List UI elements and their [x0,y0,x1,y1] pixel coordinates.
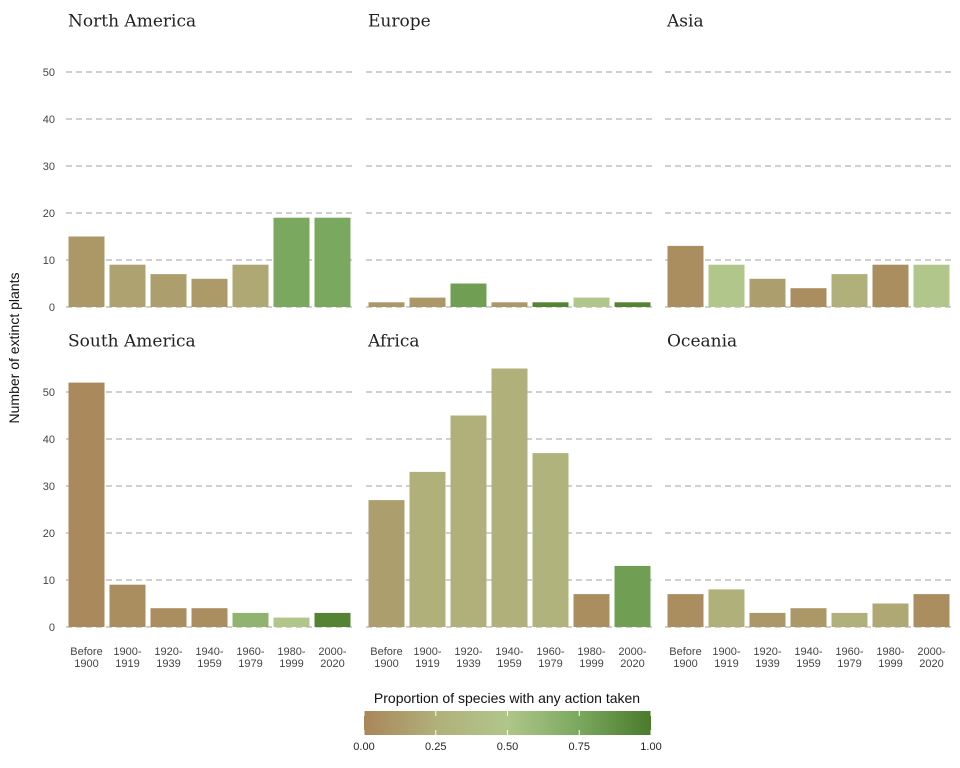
bar [273,617,310,627]
bar [491,302,528,307]
bar [450,283,487,307]
panel-title: Africa [367,332,420,352]
bar [232,264,269,307]
panel-title: Europe [368,12,431,32]
bar [450,415,487,627]
bar [573,297,610,307]
bar [314,217,351,307]
panel-asia: Asia [665,12,952,308]
bar [573,594,610,627]
bar [109,264,146,307]
x-tick-label: 2000-2020 [318,646,346,670]
x-tick-label: Before 1900 [70,646,102,670]
bar [150,274,187,307]
bar [409,297,446,307]
y-tick-label: 20 [43,208,55,220]
bar [491,368,528,627]
x-tick-label: Before 1900 [370,646,402,670]
x-tick-label: 1920-1939 [154,646,182,670]
bar [913,264,950,307]
legend: Proportion of species with any action ta… [353,690,661,753]
x-tick-label: 1940-1959 [195,646,223,670]
panel-title: Asia [666,12,704,32]
panel-africa: Africa Before 1900 1900-1919 1920-1939 1940-1… [366,332,653,670]
x-tick-label: 1960-1979 [835,646,863,670]
legend-ticks: 0.00 0.25 0.50 0.75 1.00 [353,711,662,753]
legend-tick-label: 0.50 [497,741,518,753]
y-tick-label: 20 [43,528,55,540]
x-tick-label: 1980-1999 [277,646,305,670]
panel-europe: Europe [366,12,653,308]
bar [667,245,704,307]
x-tick-label: 1920-1939 [454,646,482,670]
x-tick-label: 1980-1999 [577,646,605,670]
y-tick-label: 10 [43,575,55,587]
panels: North America 0 10 20 30 40 50 Europe Asia South … [43,12,952,670]
bar [532,453,569,627]
bar [409,471,446,627]
bar [790,608,827,627]
x-tick-label: 2000-2020 [917,646,945,670]
legend-tick-label: 0.00 [353,741,374,753]
bar [913,594,950,627]
panel-title: North America [68,12,196,32]
bar [314,612,351,627]
bar [872,603,909,627]
x-tick-label: 1920-1939 [753,646,781,670]
x-tick-label: 1900-1919 [712,646,740,670]
bar [831,274,868,307]
bar [232,612,269,627]
bar [109,584,146,627]
x-tick-label: 1900-1919 [413,646,441,670]
panel-title: Oceania [667,332,737,352]
bar [68,382,105,627]
x-tick-label: 2000-2020 [618,646,646,670]
x-tick-label: 1940-1959 [495,646,523,670]
x-tick-label: 1960-1979 [536,646,564,670]
bar [667,594,704,627]
y-tick-label: 0 [49,302,55,314]
bar [708,589,745,627]
y-tick-label: 40 [43,114,55,126]
y-tick-label: 10 [43,255,55,267]
bar [532,302,569,307]
bar [614,565,651,627]
x-tick-label: 1960-1979 [236,646,264,670]
bar [749,612,786,627]
y-axis-label: Number of extinct plants [6,273,22,424]
bar [614,302,651,307]
legend-tick-label: 0.25 [425,741,446,753]
bar [790,288,827,307]
x-tick-label: 1900-1919 [113,646,141,670]
bar [872,264,909,307]
x-tick-label: 1940-1959 [794,646,822,670]
bar [68,236,105,307]
bar [150,608,187,627]
bar [368,500,405,627]
x-tick-label: Before 1900 [669,646,701,670]
panel-oceania: Oceania Before 1900 1900-1919 1920-1939 1940-… [665,332,952,670]
y-tick-label: 50 [43,387,55,399]
y-tick-label: 0 [49,622,55,634]
y-tick-label: 50 [43,67,55,79]
legend-title: Proportion of species with any action ta… [374,690,640,706]
y-tick-label: 30 [43,161,55,173]
bar [708,264,745,307]
panel-south-america: South America 0 10 20 30 40 50 Before 1900 1900-1… [43,332,353,670]
bar [191,278,228,307]
bar [368,302,405,307]
bar [831,612,868,627]
panel-title: South America [68,332,196,352]
x-tick-label: 1980-1999 [876,646,904,670]
legend-tick-label: 1.00 [640,741,661,753]
panel-north-america: North America 0 10 20 30 40 50 [43,12,353,314]
bar [273,217,310,307]
bar [749,278,786,307]
y-tick-label: 30 [43,481,55,493]
legend-tick-label: 0.75 [569,741,590,753]
y-tick-label: 40 [43,434,55,446]
bar [191,608,228,627]
